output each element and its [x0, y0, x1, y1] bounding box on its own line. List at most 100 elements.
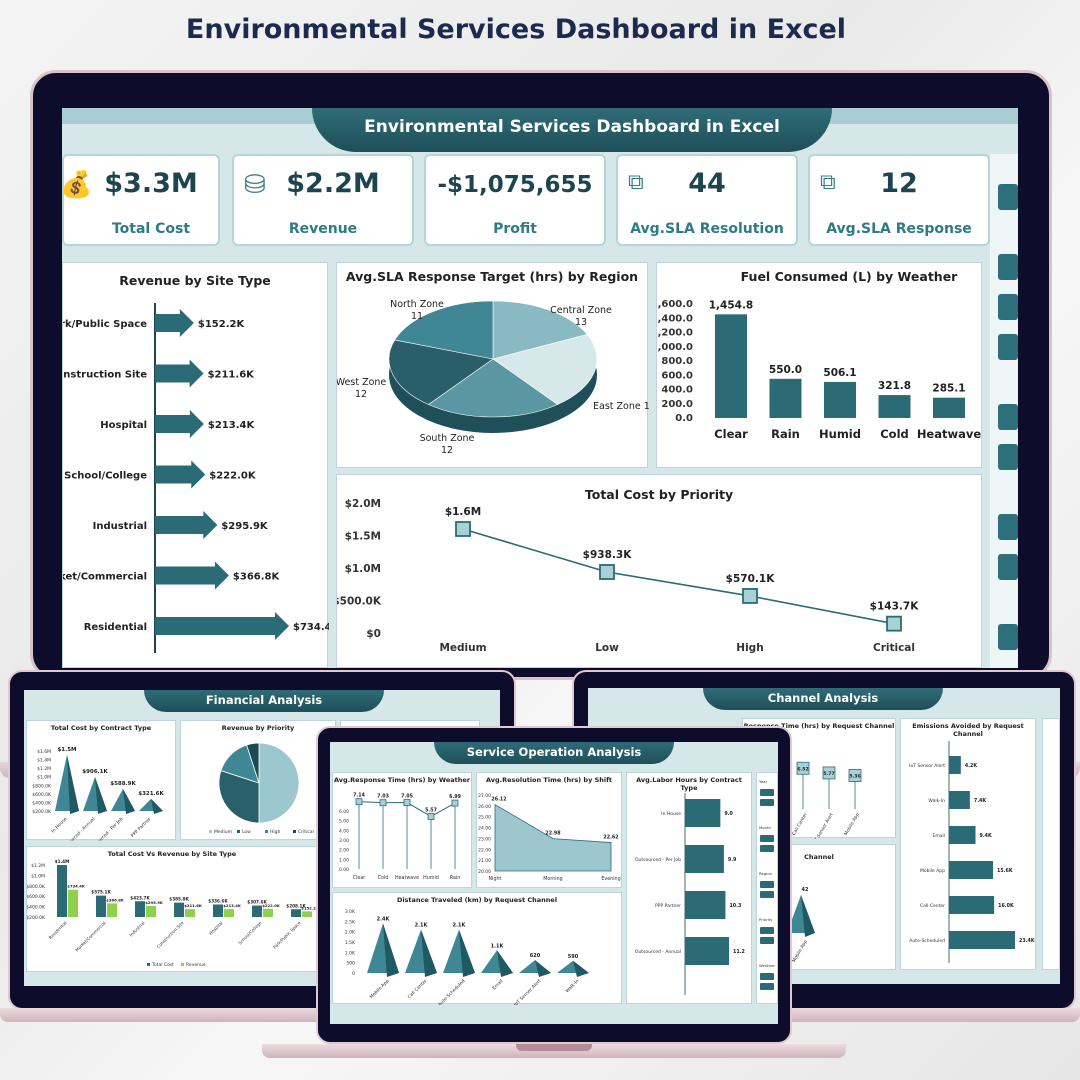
- slicer-button[interactable]: [998, 514, 1018, 540]
- kpi-profit: -$1,075,655 Profit: [424, 154, 606, 246]
- category-label: Mobile App: [920, 868, 945, 874]
- flowchart-icon: ⧉: [628, 170, 644, 195]
- category-label: Industrial: [93, 521, 147, 532]
- revenue-by-priority-chart: Medium Low High Critical: [209, 742, 314, 835]
- channel-laptop-base: [780, 1008, 1080, 1022]
- bar: [949, 791, 970, 809]
- x-tick-label: Medium: [439, 642, 486, 654]
- response-by-weather-chart: 6.00 5.00 4.00 3.00 2.00 1.00 0.00 7.14 Clear 7.0…: [339, 793, 462, 881]
- bar-cost: [174, 902, 184, 917]
- slicer-button[interactable]: [998, 184, 1018, 210]
- service-laptop-base: [262, 1044, 846, 1058]
- x-tick-label: Night: [489, 876, 502, 882]
- data-label: 2.1K: [453, 923, 467, 929]
- data-label: 506.1: [823, 367, 856, 379]
- slicer-button: [760, 845, 774, 852]
- slicer-button[interactable]: [998, 294, 1018, 320]
- data-point: [427, 813, 435, 820]
- slicer-button[interactable]: [998, 444, 1018, 470]
- cost-vs-revenue-chart: $1.2M $1.0M $800.0K $600.0K $400.0K $200.0K $1…: [27, 859, 319, 968]
- area-fill: [494, 803, 612, 872]
- distance-by-channel-chart: 3.0K 2.5K 2.0K 1.5K 1.0K 500 0 2.4K Mobile App 2.…: [345, 909, 589, 1005]
- y-tick-label: 21.00: [478, 858, 491, 864]
- bar-arrow: [155, 410, 204, 438]
- data-point: [355, 798, 363, 806]
- x-tick-label: Call Center: [791, 812, 809, 837]
- cone-shade: [497, 950, 513, 977]
- bar-arrow: [155, 309, 194, 337]
- data-point: [599, 564, 615, 580]
- chart-title: Revenue by Priority: [221, 724, 295, 732]
- data-label: 5.77: [823, 771, 834, 777]
- data-label: $208.1K: [286, 903, 306, 908]
- bar-arrow: [155, 612, 289, 640]
- x-tick-label: Mobile App: [791, 939, 809, 964]
- data-label: 9.4K: [980, 833, 992, 839]
- data-label: $366.8K: [106, 897, 125, 902]
- service-header: Service Operation Analysis: [434, 742, 674, 764]
- service-screen: Service Operation Analysis Avg.Response …: [330, 742, 778, 1024]
- revenue-by-site-panel: Revenue by Site Type Park/Public Space $1…: [62, 262, 329, 668]
- data-label: $575.1K: [91, 890, 111, 895]
- data-label: 16.0K: [998, 903, 1014, 909]
- coins-icon: ⛁: [244, 170, 266, 200]
- data-label: 22.98: [545, 831, 561, 837]
- legend-swatch: [209, 830, 212, 833]
- x-tick-label: Hospital: [208, 920, 224, 936]
- data-label: 2.1K: [415, 923, 429, 929]
- x-tick-label: Clear: [353, 875, 366, 881]
- x-tick-label: In House: [50, 816, 68, 834]
- y-tick-label: $400.0K: [27, 905, 46, 911]
- data-label: 285.1: [932, 383, 965, 395]
- data-label: 7.05: [401, 794, 413, 800]
- x-tick-label: School/College: [237, 920, 263, 946]
- cost-vs-revenue-panel: Total Cost Vs Revenue by Site Type $1.2M…: [26, 846, 319, 972]
- y-tick-label: 200.0: [661, 399, 693, 410]
- data-label: $211.6K: [208, 370, 256, 381]
- x-tick-label: Market/Commercial: [74, 920, 106, 952]
- x-tick-label: PPP Partner: [130, 816, 153, 839]
- kpi-value: 44: [688, 168, 726, 199]
- x-tick-label: Rain: [771, 427, 800, 441]
- category-label: Outsourced - Annual: [635, 949, 681, 955]
- bar: [933, 397, 965, 418]
- data-label: 550.0: [769, 364, 802, 376]
- chart-title: Distance Traveled (km) by Request Channe…: [396, 896, 558, 904]
- category-label: In House: [661, 811, 681, 817]
- data-label: 22.62: [603, 835, 618, 841]
- y-tick-label: $1.2M: [31, 863, 45, 869]
- y-tick-label: 500: [346, 961, 355, 967]
- slicer-button[interactable]: [998, 404, 1018, 430]
- data-label: 15.6K: [997, 868, 1013, 874]
- y-tick-label: 0: [352, 971, 355, 977]
- slicer-button: [760, 881, 774, 888]
- slicer-button: [760, 799, 774, 806]
- slicer-button: [760, 835, 774, 842]
- kpi-sla-response: ⧉ 12 Avg.SLA Response: [808, 154, 990, 246]
- slicer-button[interactable]: [998, 624, 1018, 650]
- slicer-button[interactable]: [998, 334, 1018, 360]
- legend-label: Revenue: [186, 962, 206, 968]
- y-tick-label: 400.0: [661, 385, 693, 396]
- x-tick-label: Cold: [378, 875, 389, 881]
- data-label: $385.8K: [169, 897, 189, 902]
- data-label: $734.4K: [293, 622, 329, 633]
- data-label: 5.36: [849, 774, 860, 780]
- kpi-label: Avg.SLA Resolution: [630, 221, 784, 237]
- x-tick-label: Call Center: [407, 978, 429, 1000]
- y-tick-label: 3.0K: [345, 909, 356, 915]
- data-point: [886, 615, 902, 632]
- chart-title: Response Time (hrs) by Request Channel: [743, 722, 895, 730]
- slicer-button[interactable]: [998, 254, 1018, 280]
- category-label: PPP Partner: [655, 903, 681, 909]
- data-label: 620: [530, 953, 541, 959]
- data-label: 42: [802, 887, 809, 893]
- cone-shade: [151, 798, 163, 814]
- category-label: Construction Site: [63, 370, 147, 381]
- y-tick-label: $800.0K: [32, 783, 52, 789]
- chart-title: Avg.SLA Response Target (hrs) by Region: [345, 269, 639, 284]
- y-tick-label: 2.0K: [345, 930, 356, 936]
- slice-label: North Zone: [390, 299, 444, 310]
- slicer-button[interactable]: [998, 554, 1018, 580]
- data-label: $213.4K: [208, 420, 256, 431]
